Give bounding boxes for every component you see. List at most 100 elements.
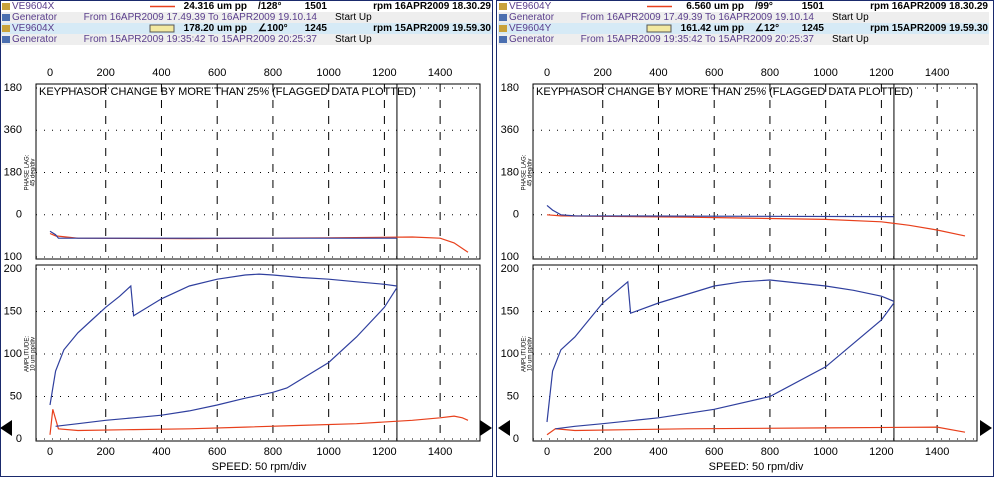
y-tick-label: 100	[501, 251, 519, 263]
phase: /99°	[755, 1, 773, 12]
stamp: rpm 15APR2009 19.59.30	[373, 23, 491, 34]
y-tick-label: 180	[4, 166, 22, 178]
stamp: rpm 16APR2009 18.30.29	[373, 1, 491, 12]
y-tick-label: 180	[501, 82, 519, 94]
series-line	[49, 230, 397, 239]
x-tick-label: 0	[544, 67, 550, 79]
nav-left[interactable]	[498, 420, 510, 436]
x-tick-label: 0	[47, 446, 53, 458]
annotation: KEYPHASOR CHANGE BY MORE THAN 25% (FLAGG…	[536, 86, 913, 98]
series-line	[546, 279, 895, 423]
legend-swatch	[149, 24, 175, 33]
channel-name: VE9604X	[12, 1, 55, 12]
x-tick-label: 1400	[925, 446, 949, 458]
x-tick-label: 1000	[316, 67, 340, 79]
channel-icon	[2, 14, 10, 21]
x-tick-label: 400	[152, 67, 170, 79]
legend-swatch	[646, 24, 672, 33]
x-tick-label: 1400	[428, 446, 452, 458]
y-axis-label: 10 um pp/div	[528, 337, 534, 371]
y-tick-label: 200	[4, 263, 22, 275]
y-tick-label: 50	[507, 390, 519, 402]
time-range: From 15APR2009 19:35:42 To 15APR2009 20:…	[84, 34, 318, 45]
x-tick-label: 1400	[428, 67, 452, 79]
plot-frame	[532, 264, 978, 442]
header-row	[1, 12, 492, 23]
series-line	[55, 287, 398, 427]
x-tick-label: 400	[152, 446, 170, 458]
channel-name: Generator	[509, 12, 555, 23]
plot-frame	[35, 264, 481, 442]
header-row	[1, 23, 492, 34]
y-tick-label: 100	[4, 251, 22, 263]
mode: Start Up	[335, 12, 372, 23]
y-tick-label: 180	[4, 82, 22, 94]
y-tick-label: 0	[16, 209, 22, 221]
y-tick-label: 0	[513, 433, 519, 445]
rpm: 1245	[802, 23, 825, 34]
channel-name: VE9604X	[12, 23, 55, 34]
x-tick-label: 800	[264, 67, 282, 79]
channel-icon	[499, 3, 507, 10]
channel-icon	[499, 36, 507, 43]
series-line	[546, 204, 894, 218]
x-tick-label: 800	[761, 446, 779, 458]
y-tick-label: 360	[501, 124, 519, 136]
time-range: From 16APR2009 17.49.39 To 16APR2009 19.…	[581, 12, 815, 23]
header-row	[498, 1, 989, 12]
channel-icon	[499, 25, 507, 32]
y-axis-label: AMPLITUDE:	[522, 336, 528, 372]
y-tick-label: 200	[501, 263, 519, 275]
value: 161.42 um pp	[681, 23, 744, 34]
plot-frame	[35, 83, 481, 260]
header-row	[1, 1, 492, 12]
y-axis-label: 45 deg/div	[31, 159, 37, 187]
x-tick-label: 1200	[869, 446, 893, 458]
x-tick-label: 400	[649, 446, 667, 458]
phase: ∠12°	[755, 23, 779, 34]
x-tick-label: 1200	[869, 67, 893, 79]
x-tick-label: 600	[705, 446, 723, 458]
channel-name: Generator	[12, 34, 58, 45]
channel-name: Generator	[509, 34, 555, 45]
x-tick-label: 600	[208, 446, 226, 458]
time-range: From 15APR2009 19:35:42 To 15APR2009 20:…	[581, 34, 815, 45]
rpm: 1501	[305, 1, 328, 12]
y-tick-label: 0	[16, 433, 22, 445]
x-tick-label: 1000	[316, 446, 340, 458]
rpm: 1245	[305, 23, 328, 34]
x-axis-label: SPEED: 50 rpm/div	[212, 461, 307, 473]
series-line	[555, 302, 895, 430]
x-tick-label: 1200	[372, 446, 396, 458]
time-range: From 16APR2009 17.49.39 To 16APR2009 19.…	[84, 12, 318, 23]
x-tick-label: 800	[761, 67, 779, 79]
header-row	[1, 34, 492, 45]
y-tick-label: 100	[501, 348, 519, 360]
channel-icon	[2, 25, 10, 32]
plot-frame	[532, 83, 978, 260]
nav-right[interactable]	[480, 420, 492, 436]
phase: ∠100°	[258, 23, 288, 34]
y-axis-label: 45 deg/div	[528, 159, 534, 187]
nav-right[interactable]	[980, 420, 992, 436]
value: 24.316 um pp	[184, 1, 247, 12]
header-row	[498, 34, 989, 45]
y-axis-label: AMPLITUDE:	[25, 336, 31, 372]
channel-name: Generator	[12, 12, 58, 23]
channel-name: VE9604Y	[509, 23, 552, 34]
x-tick-label: 0	[544, 446, 550, 458]
mode: Start Up	[335, 34, 372, 45]
header-row	[498, 23, 989, 34]
y-tick-label: 50	[10, 390, 22, 402]
annotation: KEYPHASOR CHANGE BY MORE THAN 25% (FLAGG…	[39, 86, 416, 98]
x-tick-label: 400	[649, 67, 667, 79]
y-tick-label: 150	[4, 305, 22, 317]
phase: /128°	[258, 1, 281, 12]
channel-icon	[499, 14, 507, 21]
series-line	[49, 273, 397, 406]
nav-left[interactable]	[0, 420, 12, 436]
y-tick-label: 100	[4, 348, 22, 360]
x-tick-label: 0	[47, 67, 53, 79]
x-tick-label: 200	[594, 67, 612, 79]
